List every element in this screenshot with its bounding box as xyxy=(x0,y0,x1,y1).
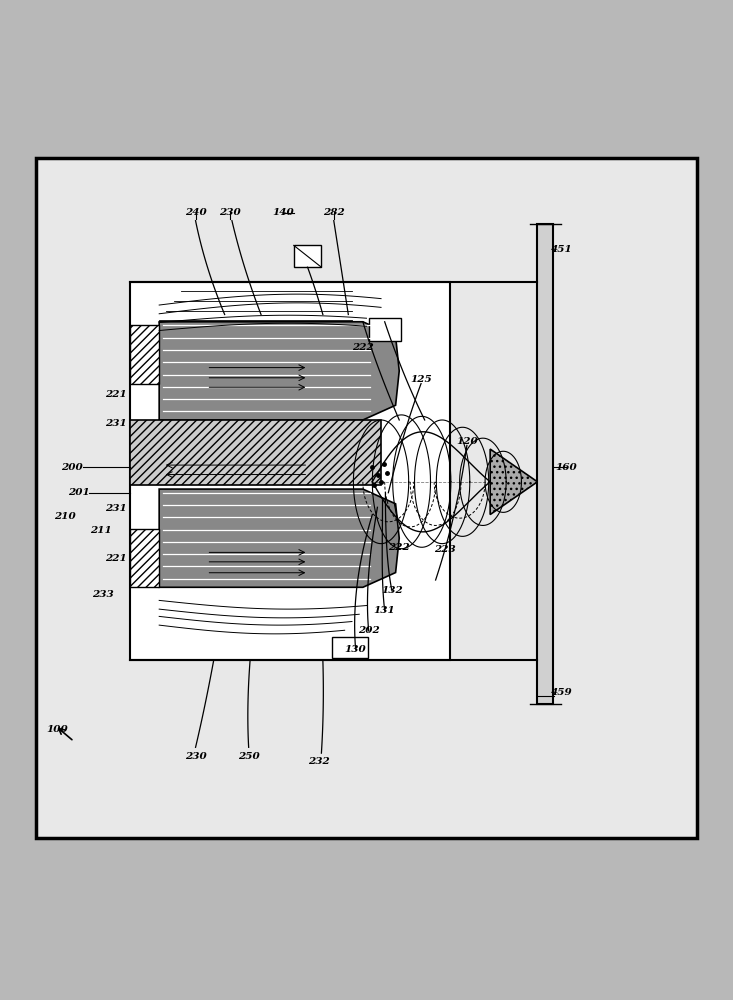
Polygon shape xyxy=(490,449,537,515)
Text: 221: 221 xyxy=(105,554,126,563)
Text: 250: 250 xyxy=(237,752,259,761)
Text: 201: 201 xyxy=(68,488,90,497)
Text: 200: 200 xyxy=(61,463,83,472)
Bar xyxy=(130,282,450,660)
Text: 240: 240 xyxy=(185,208,207,217)
Text: 211: 211 xyxy=(90,526,112,535)
FancyBboxPatch shape xyxy=(332,637,368,658)
Text: 230: 230 xyxy=(219,208,240,217)
Text: 132: 132 xyxy=(381,586,403,595)
Text: 202: 202 xyxy=(358,626,380,635)
FancyBboxPatch shape xyxy=(369,318,401,341)
Text: 223: 223 xyxy=(434,545,456,554)
Bar xyxy=(130,420,381,485)
Text: 140: 140 xyxy=(272,208,294,217)
Bar xyxy=(537,224,553,704)
Text: 282: 282 xyxy=(323,208,345,217)
Text: 131: 131 xyxy=(374,606,396,615)
Polygon shape xyxy=(159,489,399,587)
Bar xyxy=(130,325,159,384)
Bar xyxy=(130,325,159,384)
Text: 222: 222 xyxy=(388,543,410,552)
Text: 100: 100 xyxy=(46,725,68,734)
Bar xyxy=(130,529,159,587)
Bar xyxy=(294,245,321,267)
Text: 210: 210 xyxy=(54,512,75,521)
Text: 459: 459 xyxy=(550,688,572,697)
Text: 221: 221 xyxy=(105,390,126,399)
Text: 160: 160 xyxy=(556,463,578,472)
Text: 125: 125 xyxy=(410,375,432,384)
Text: 451: 451 xyxy=(550,245,572,254)
Text: 222: 222 xyxy=(352,343,374,352)
Text: 233: 233 xyxy=(92,590,114,599)
Text: 230: 230 xyxy=(185,752,207,761)
Polygon shape xyxy=(159,322,399,420)
Text: 231: 231 xyxy=(105,419,126,428)
Bar xyxy=(130,529,159,587)
Text: 232: 232 xyxy=(309,757,330,766)
Text: 231: 231 xyxy=(105,504,126,513)
Text: 130: 130 xyxy=(345,645,366,654)
Text: 120: 120 xyxy=(456,437,478,446)
